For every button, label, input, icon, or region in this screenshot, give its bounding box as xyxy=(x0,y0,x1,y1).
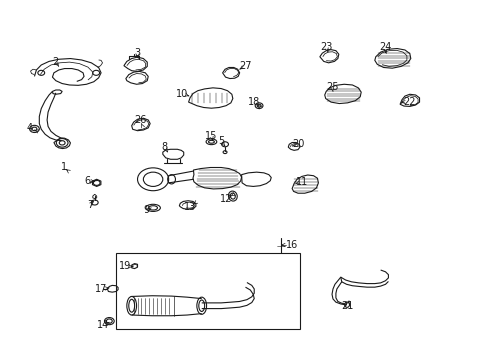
Text: 6: 6 xyxy=(85,176,91,186)
Text: 26: 26 xyxy=(134,115,146,125)
Text: 25: 25 xyxy=(325,82,338,92)
Text: 22: 22 xyxy=(403,97,415,107)
Text: 4: 4 xyxy=(26,123,33,133)
Text: 11: 11 xyxy=(295,177,307,187)
Text: 13: 13 xyxy=(183,202,196,212)
Text: 7: 7 xyxy=(86,200,93,210)
Text: 2: 2 xyxy=(53,57,59,67)
Text: 15: 15 xyxy=(205,131,217,141)
Text: 3: 3 xyxy=(134,48,141,58)
Text: 10: 10 xyxy=(176,89,188,99)
Text: 18: 18 xyxy=(247,97,260,107)
Text: 24: 24 xyxy=(379,42,391,52)
Text: 27: 27 xyxy=(239,61,251,71)
Text: 8: 8 xyxy=(161,142,167,152)
Text: 16: 16 xyxy=(285,240,298,250)
Text: 17: 17 xyxy=(95,284,107,294)
Text: 20: 20 xyxy=(291,139,304,149)
Text: 21: 21 xyxy=(341,301,353,311)
Text: 12: 12 xyxy=(220,194,232,203)
Text: 23: 23 xyxy=(319,42,332,52)
Text: 1: 1 xyxy=(61,162,66,172)
Text: 9: 9 xyxy=(143,205,149,215)
Text: 5: 5 xyxy=(218,136,224,147)
Text: 14: 14 xyxy=(97,320,109,330)
Text: 19: 19 xyxy=(119,261,131,271)
